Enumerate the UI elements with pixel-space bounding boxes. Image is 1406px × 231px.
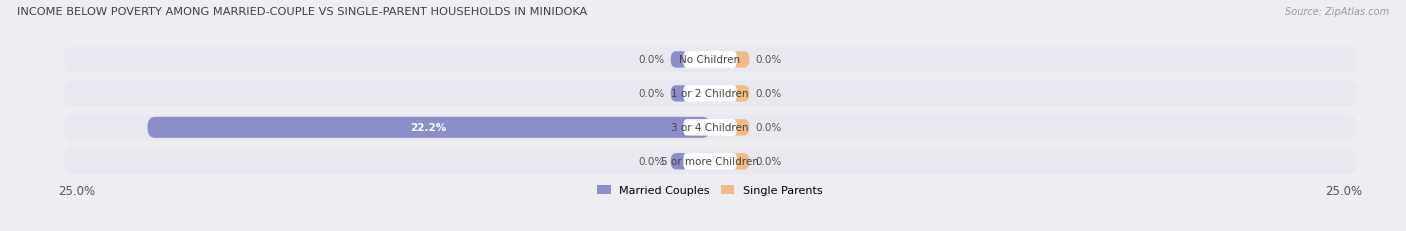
Text: 5 or more Children: 5 or more Children xyxy=(661,157,759,167)
FancyBboxPatch shape xyxy=(671,153,689,170)
Text: 0.0%: 0.0% xyxy=(755,123,782,133)
Text: 0.0%: 0.0% xyxy=(638,55,665,65)
FancyBboxPatch shape xyxy=(63,149,1357,174)
FancyBboxPatch shape xyxy=(683,52,737,68)
Text: 0.0%: 0.0% xyxy=(755,157,782,167)
Text: Source: ZipAtlas.com: Source: ZipAtlas.com xyxy=(1285,7,1389,17)
FancyBboxPatch shape xyxy=(731,52,749,68)
Text: 3 or 4 Children: 3 or 4 Children xyxy=(671,123,749,133)
FancyBboxPatch shape xyxy=(731,153,749,170)
Text: 0.0%: 0.0% xyxy=(755,55,782,65)
FancyBboxPatch shape xyxy=(63,81,1357,107)
FancyBboxPatch shape xyxy=(148,117,710,138)
FancyBboxPatch shape xyxy=(671,52,689,68)
FancyBboxPatch shape xyxy=(63,115,1357,140)
FancyBboxPatch shape xyxy=(683,153,737,170)
Text: 1 or 2 Children: 1 or 2 Children xyxy=(671,89,749,99)
FancyBboxPatch shape xyxy=(731,120,749,136)
FancyBboxPatch shape xyxy=(63,48,1357,73)
Text: 0.0%: 0.0% xyxy=(755,89,782,99)
Text: INCOME BELOW POVERTY AMONG MARRIED-COUPLE VS SINGLE-PARENT HOUSEHOLDS IN MINIDOK: INCOME BELOW POVERTY AMONG MARRIED-COUPL… xyxy=(17,7,588,17)
Text: 22.2%: 22.2% xyxy=(411,123,447,133)
Text: No Children: No Children xyxy=(679,55,741,65)
FancyBboxPatch shape xyxy=(683,86,737,102)
FancyBboxPatch shape xyxy=(671,86,689,102)
FancyBboxPatch shape xyxy=(731,86,749,102)
Legend: Married Couples, Single Parents: Married Couples, Single Parents xyxy=(593,180,827,200)
Text: 0.0%: 0.0% xyxy=(638,89,665,99)
Text: 0.0%: 0.0% xyxy=(638,157,665,167)
FancyBboxPatch shape xyxy=(671,120,689,136)
FancyBboxPatch shape xyxy=(683,120,737,136)
